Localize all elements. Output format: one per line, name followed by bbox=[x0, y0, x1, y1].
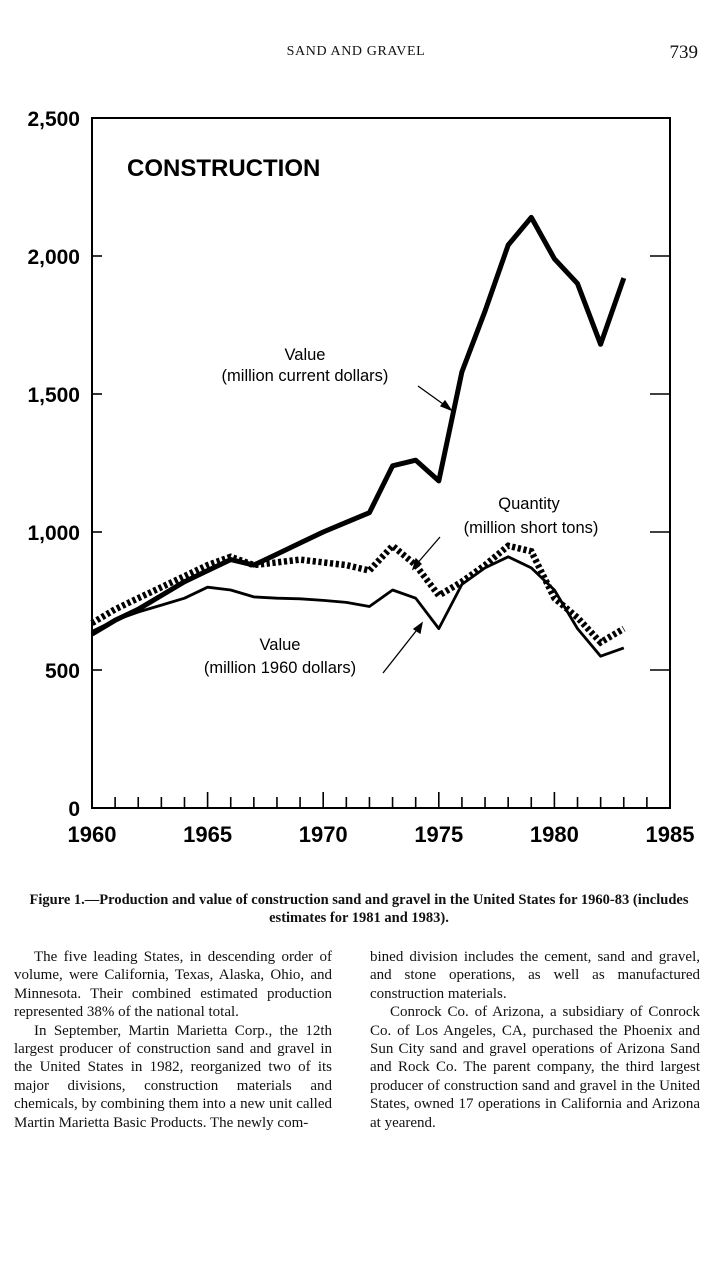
tick-marks bbox=[92, 255, 670, 808]
y-tick-label: 2,500 bbox=[27, 108, 80, 131]
paragraph: The five leading States, in descending o… bbox=[14, 949, 332, 1021]
series-label-line: (million short tons) bbox=[464, 519, 599, 537]
series-label-line: Value bbox=[285, 346, 326, 364]
arrow-quantity bbox=[414, 536, 441, 567]
series-label-1960-dollars: Value (million 1960 dollars) bbox=[204, 636, 356, 677]
series-line-0 bbox=[90, 214, 627, 637]
plot-frame bbox=[91, 117, 671, 809]
series-label-line: Quantity bbox=[498, 495, 560, 513]
page-number: 739 bbox=[669, 42, 699, 63]
arrow-1960-dollars bbox=[382, 625, 421, 674]
y-tick-label: 0 bbox=[68, 798, 80, 821]
series-label-line: Value bbox=[260, 636, 301, 654]
series-label-line: (million current dollars) bbox=[222, 367, 389, 385]
running-title: SAND AND GRAVEL bbox=[286, 44, 426, 59]
y-tick-label: 500 bbox=[45, 660, 80, 683]
y-tick-label: 2,000 bbox=[27, 246, 80, 269]
series-label-current-dollars: Value (million current dollars) bbox=[222, 346, 389, 385]
series-lines bbox=[90, 214, 627, 658]
paragraph: bined division includes the cement, sand… bbox=[370, 949, 700, 1002]
series-label-line: (million 1960 dollars) bbox=[204, 659, 356, 677]
series-line-2 bbox=[91, 555, 625, 658]
y-tick-label: 1,000 bbox=[27, 522, 80, 545]
series-line-1 bbox=[90, 541, 626, 647]
paragraph: In September, Martin Marietta Corp., the… bbox=[14, 1022, 332, 1131]
body-column-left: The five leading States, in descending o… bbox=[14, 948, 332, 1132]
x-tick-label: 1970 bbox=[299, 822, 348, 847]
x-tick-labels: 1960 1965 1970 1975 1980 1985 bbox=[68, 822, 695, 847]
construction-chart: 0 500 1,000 1,500 2,000 2,500 1960 1965 1970 197… bbox=[27, 108, 695, 847]
paragraph: Conrock Co. of Arizona, a subsidiary of … bbox=[370, 1004, 700, 1131]
arrowhead bbox=[412, 621, 423, 635]
y-tick-label: 1,500 bbox=[27, 384, 80, 407]
figure-caption: Figure 1.—Production and value of constr… bbox=[29, 892, 689, 926]
series-label-quantity: Quantity (million short tons) bbox=[464, 495, 599, 537]
x-tick-label: 1965 bbox=[183, 822, 232, 847]
arrowhead bbox=[411, 557, 423, 571]
arrowhead bbox=[439, 399, 453, 412]
body-column-right: bined division includes the cement, sand… bbox=[370, 948, 700, 1132]
y-tick-labels: 0 500 1,000 1,500 2,000 2,500 bbox=[27, 108, 80, 821]
x-tick-label: 1980 bbox=[530, 822, 579, 847]
x-tick-label: 1960 bbox=[68, 822, 117, 847]
running-head: SAND AND GRAVEL 739 bbox=[0, 42, 712, 66]
annotation-arrows bbox=[382, 385, 453, 674]
x-tick-label: 1985 bbox=[646, 822, 695, 847]
x-tick-label: 1975 bbox=[414, 822, 463, 847]
chart-title: CONSTRUCTION bbox=[127, 155, 320, 182]
